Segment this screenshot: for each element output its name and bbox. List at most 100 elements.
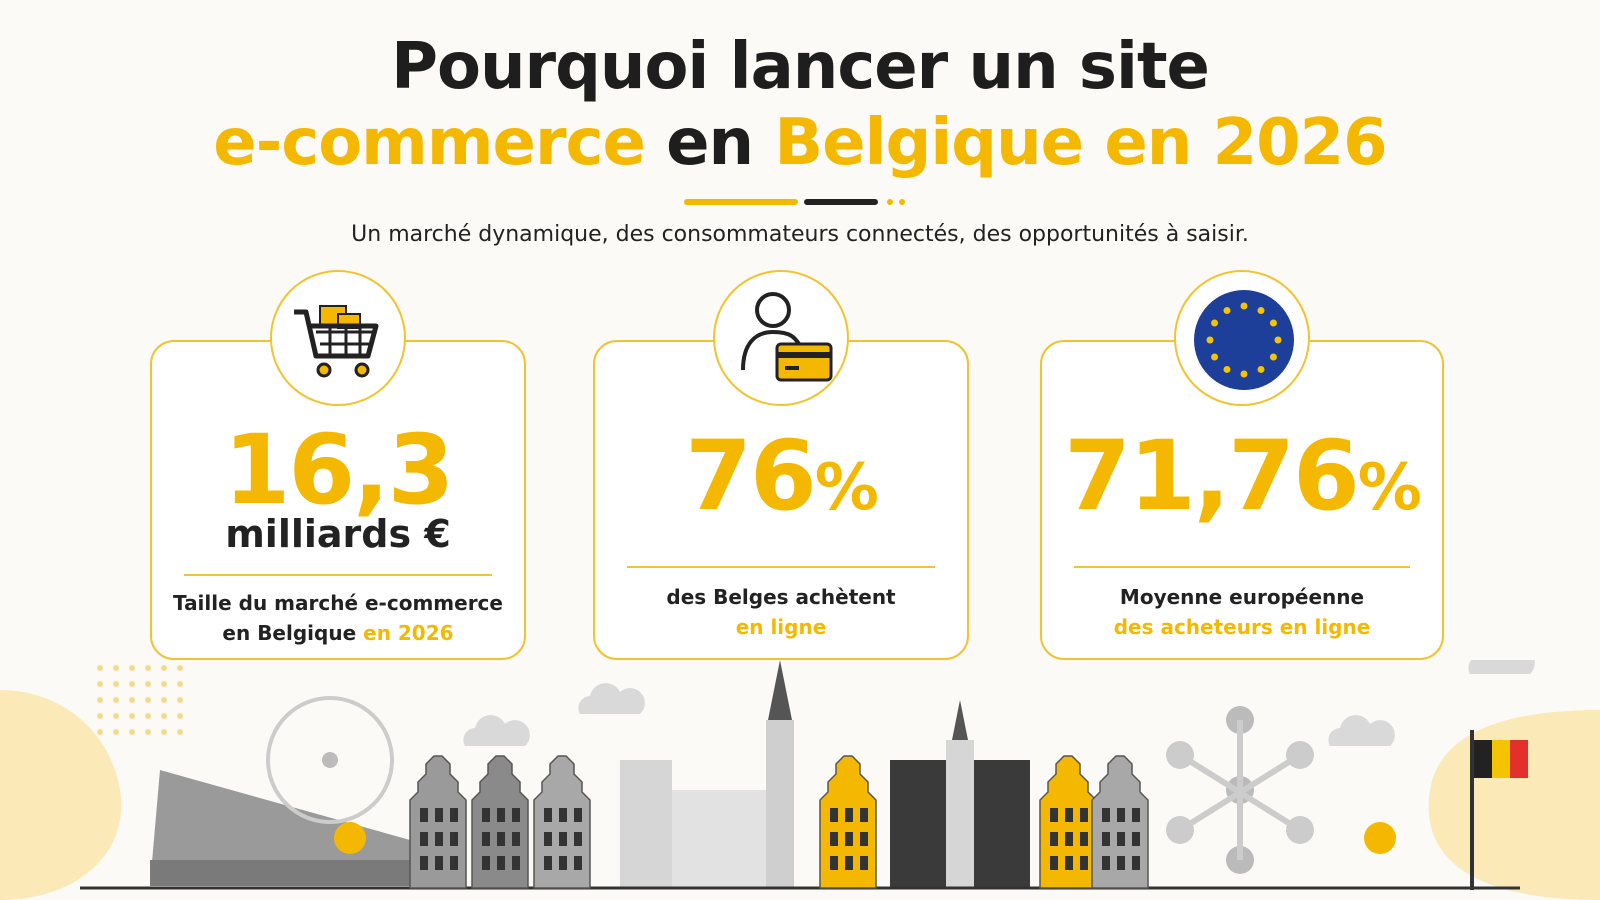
- decoration: [482, 856, 490, 870]
- decoration: [512, 808, 520, 822]
- decoration: [463, 715, 530, 746]
- cart-icon: [294, 305, 379, 378]
- decoration: [129, 729, 135, 735]
- decoration: [1080, 832, 1088, 846]
- decoration: [1364, 822, 1396, 854]
- decoration: [150, 860, 410, 886]
- decoration: [1117, 856, 1125, 870]
- decoration: [1117, 832, 1125, 846]
- subtitle: Un marché dynamique, des consommateurs c…: [351, 222, 1249, 247]
- decoration: [1211, 353, 1219, 361]
- skyline: [0, 660, 1600, 900]
- decoration: [129, 681, 135, 687]
- desc-text: Taille du marché e-commerce: [173, 591, 503, 615]
- decoration: [161, 697, 167, 703]
- decoration: [113, 681, 119, 687]
- title-part: en: [666, 106, 754, 180]
- decoration: [145, 681, 151, 687]
- decoration: [97, 681, 103, 687]
- decoration: [1223, 365, 1231, 373]
- desc-highlight: en 2026: [363, 621, 454, 645]
- title-line2: e-commerce en Belgique en 2026: [0, 106, 1600, 180]
- decoration: [294, 309, 379, 359]
- decoration: [544, 832, 552, 846]
- decoration: [1132, 832, 1140, 846]
- decoration: [684, 199, 798, 205]
- decoration: [334, 822, 366, 854]
- decoration: [544, 808, 552, 822]
- decoration: [766, 720, 794, 888]
- decoration: [0, 690, 122, 900]
- decoration: [512, 832, 520, 846]
- decoration: [1274, 336, 1282, 344]
- decoration: [1211, 319, 1219, 327]
- decoration: [559, 856, 567, 870]
- stat-unit: milliards €: [225, 512, 451, 556]
- decoration: [860, 832, 868, 846]
- decoration: [435, 808, 443, 822]
- decoration: [574, 808, 582, 822]
- decoration: [177, 681, 183, 687]
- decoration: [1223, 307, 1231, 315]
- decoration: [785, 366, 799, 370]
- decoration: [860, 808, 868, 822]
- decoration: [1492, 740, 1510, 778]
- decoration: [768, 660, 968, 740]
- decoration: [145, 713, 151, 719]
- stat-description: des Belges achètent en ligne: [595, 582, 967, 642]
- stat-card: 76% des Belges achètent en ligne: [593, 340, 969, 660]
- decoration: [899, 199, 905, 205]
- decoration: [354, 362, 370, 378]
- icon-circle: [270, 270, 406, 406]
- decoration: [1065, 832, 1073, 846]
- decoration: [97, 697, 103, 703]
- decoration: [266, 696, 394, 824]
- decoration: [1269, 353, 1277, 361]
- decoration: [775, 342, 833, 382]
- decoration: [1470, 730, 1474, 890]
- decoration: [804, 199, 878, 205]
- decoration: [1102, 808, 1110, 822]
- icon-circle: [1174, 270, 1310, 406]
- title-underline: [684, 199, 905, 205]
- decoration: [316, 328, 374, 356]
- decoration: [1240, 370, 1248, 378]
- decoration: [1194, 290, 1294, 390]
- decoration: [559, 808, 567, 822]
- buyer-icon: [741, 292, 833, 382]
- decoration: [845, 856, 853, 870]
- decoration: [97, 713, 103, 719]
- decoration: [830, 856, 838, 870]
- decoration: [161, 729, 167, 735]
- decoration: [113, 713, 119, 719]
- decoration: [435, 856, 443, 870]
- decoration: [1080, 856, 1088, 870]
- decoration: [860, 856, 868, 870]
- decoration: [129, 697, 135, 703]
- decoration: [1328, 715, 1395, 746]
- decoration: [620, 760, 672, 888]
- decoration: [497, 808, 505, 822]
- stat-description: Moyenne européenne des acheteurs en ligne: [1042, 582, 1442, 642]
- value-unit: %: [814, 451, 879, 525]
- decoration: [1240, 302, 1248, 310]
- decoration: [887, 199, 893, 205]
- decoration: [420, 856, 428, 870]
- decoration: [1474, 740, 1492, 778]
- decoration: [1065, 856, 1073, 870]
- desc-highlight: des acheteurs en ligne: [1113, 615, 1371, 639]
- stat-value: 71,76%: [1042, 420, 1442, 532]
- decoration: [450, 808, 458, 822]
- decoration: [1117, 808, 1125, 822]
- divider: [627, 566, 935, 568]
- decoration: [1065, 808, 1073, 822]
- decoration: [755, 292, 791, 328]
- decoration: [177, 729, 183, 735]
- decoration: [1206, 336, 1214, 344]
- decoration: [544, 856, 552, 870]
- decoration: [559, 832, 567, 846]
- stat-value: 16,3: [223, 414, 455, 526]
- decoration: [450, 832, 458, 846]
- decoration: [1428, 710, 1600, 900]
